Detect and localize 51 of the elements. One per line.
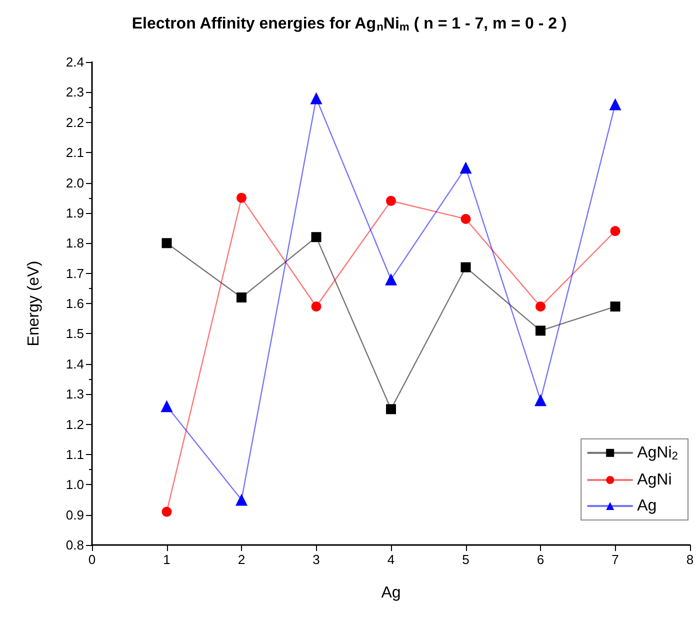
- x-tick-label: 7: [612, 552, 619, 567]
- point: [236, 494, 248, 506]
- point: [609, 98, 622, 110]
- point: [386, 196, 396, 206]
- x-tick-label: 1: [163, 552, 170, 567]
- x-tick-label: 6: [536, 552, 544, 567]
- point: [311, 232, 322, 242]
- x-tick-label: 8: [686, 552, 694, 567]
- y-tick-label: 1.5: [66, 326, 84, 342]
- point: [610, 226, 620, 236]
- x-axis-title: Ag: [381, 584, 401, 602]
- y-tick-label: 1.6: [66, 296, 84, 311]
- y-tick-label: 2.1: [66, 145, 84, 160]
- point: [460, 162, 472, 174]
- point: [162, 506, 172, 517]
- y-tick-label: 0.8: [66, 538, 84, 552]
- x-tick-label: 3: [312, 552, 320, 567]
- point: [536, 326, 546, 336]
- y-tick-label: 1.1: [66, 446, 84, 462]
- x-tick-label: 0: [88, 552, 96, 567]
- point: [160, 400, 173, 412]
- point: [460, 262, 471, 272]
- point: [310, 92, 322, 104]
- y-tick-label: 2.0: [66, 175, 84, 190]
- point: [236, 292, 246, 302]
- legend-label: Ag: [637, 498, 657, 514]
- y-tick-label: 0.9: [66, 507, 84, 522]
- y-tick-label: 2.3: [66, 84, 84, 100]
- point: [386, 404, 396, 414]
- y-tick-label: 1.0: [66, 477, 84, 492]
- y-tick-label: 1.7: [66, 266, 84, 281]
- y-tick-label: 1.4: [66, 356, 84, 372]
- point: [460, 214, 471, 224]
- y-tick-label: 1.3: [66, 386, 84, 402]
- y-axis-title: Energy (eV): [26, 260, 42, 346]
- x-tick-label: 5: [462, 552, 470, 567]
- x-tick-label: 2: [238, 552, 246, 567]
- y-tick-label: 1.9: [66, 205, 84, 220]
- y-tick-label: 1.8: [66, 236, 84, 251]
- point: [536, 302, 546, 312]
- point: [311, 302, 322, 312]
- point: [385, 273, 397, 286]
- x-tick-label: 4: [387, 552, 395, 567]
- y-tick-label: 2.2: [66, 114, 84, 130]
- point: [236, 192, 246, 203]
- point: [610, 302, 620, 312]
- legend-label: AgNi: [637, 472, 672, 488]
- point: [162, 238, 172, 248]
- point: [534, 394, 546, 406]
- y-tick-label: 1.2: [66, 416, 84, 432]
- y-tick-label: 2.4: [66, 54, 84, 70]
